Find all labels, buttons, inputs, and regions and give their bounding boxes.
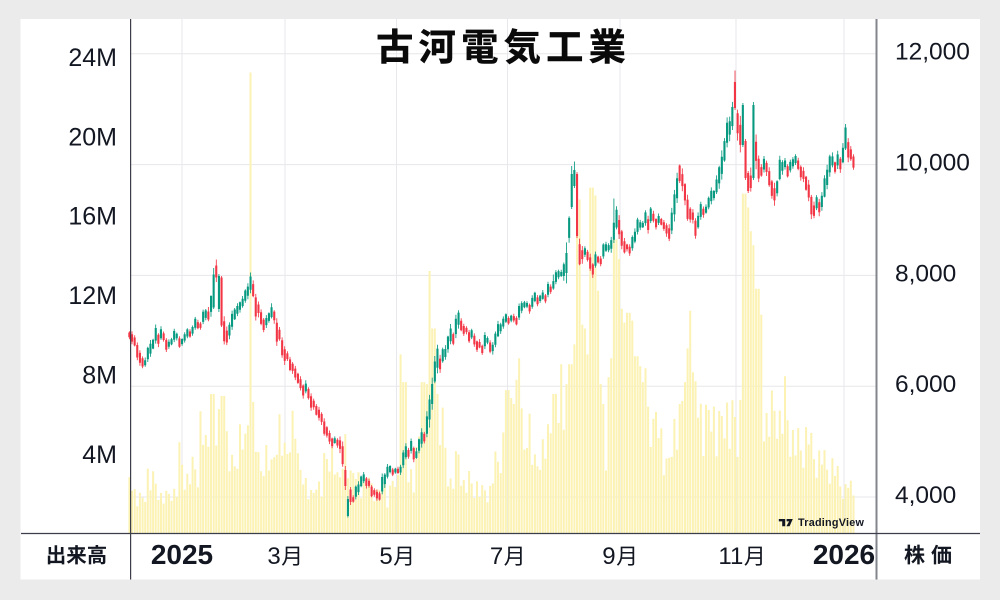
svg-text:2026: 2026 xyxy=(813,539,875,570)
svg-text:11: 11 xyxy=(718,543,743,570)
svg-text:5: 5 xyxy=(379,543,392,570)
svg-text:6,000: 6,000 xyxy=(895,371,956,398)
svg-text:8,000: 8,000 xyxy=(895,260,956,287)
svg-text:8M: 8M xyxy=(82,362,117,390)
svg-text:16M: 16M xyxy=(68,203,117,231)
svg-text:10,000: 10,000 xyxy=(895,150,970,177)
svg-text:3: 3 xyxy=(267,543,280,570)
svg-text:4,000: 4,000 xyxy=(895,482,956,509)
svg-text:12,000: 12,000 xyxy=(895,39,970,66)
svg-text:2025: 2025 xyxy=(151,539,213,570)
svg-text:24M: 24M xyxy=(68,44,117,72)
svg-text:4M: 4M xyxy=(82,441,117,469)
svg-text:9: 9 xyxy=(602,543,615,570)
svg-text:7: 7 xyxy=(490,543,503,570)
svg-text:12M: 12M xyxy=(68,282,117,310)
svg-text:TradingView: TradingView xyxy=(798,517,865,529)
svg-text:20M: 20M xyxy=(68,123,117,151)
